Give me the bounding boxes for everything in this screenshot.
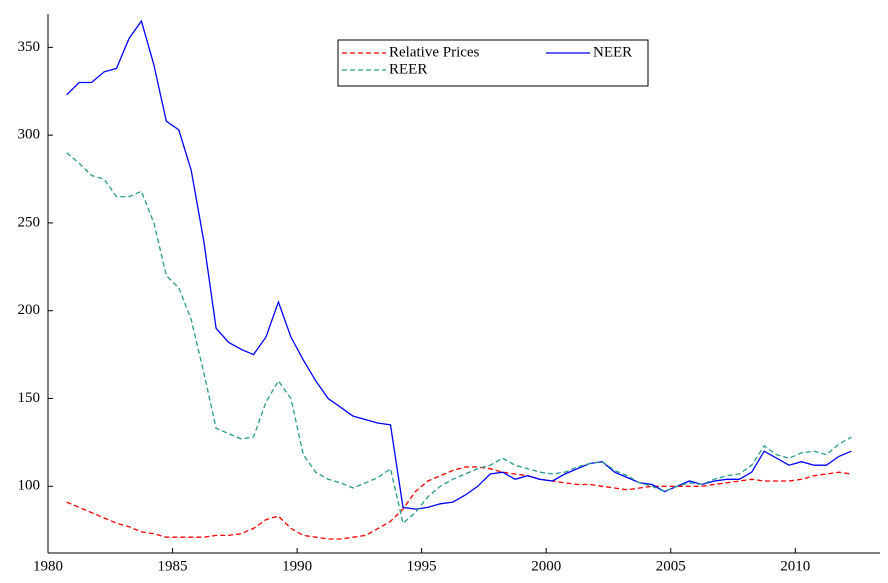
y-tick-label: 250 — [18, 214, 41, 230]
data-line — [66, 152, 852, 525]
y-tick-label: 300 — [18, 127, 41, 143]
legend-box — [337, 39, 649, 87]
x-tick-label: 1985 — [158, 558, 188, 574]
y-tick-label: 200 — [18, 302, 41, 318]
legend-label: REER — [389, 61, 427, 77]
y-tick-label: 100 — [18, 478, 41, 494]
legend-label: NEER — [593, 44, 632, 60]
x-tick-label: 1980 — [33, 558, 63, 574]
x-tick-label: 1990 — [282, 558, 312, 574]
data-line — [66, 19, 852, 510]
legend-label: Relative Prices — [389, 44, 480, 60]
x-tick-label: 2005 — [656, 558, 686, 574]
x-tick-label: 2000 — [531, 558, 561, 574]
x-tick-label: 1995 — [407, 558, 437, 574]
data-line — [66, 466, 852, 540]
x-tick-label: 2010 — [780, 558, 810, 574]
y-tick-label: 150 — [18, 390, 41, 406]
y-tick-label: 350 — [18, 39, 41, 55]
